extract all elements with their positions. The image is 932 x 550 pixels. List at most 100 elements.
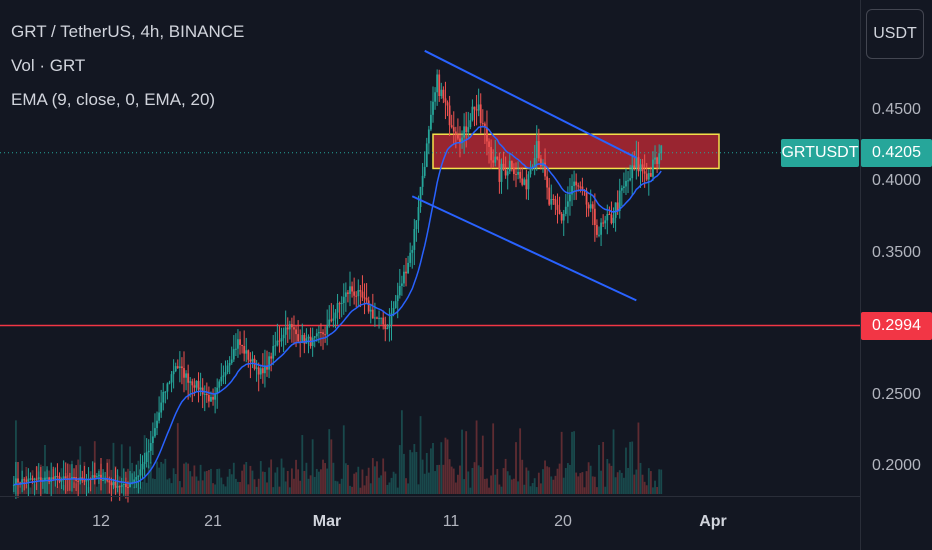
- y-tick-label: 0.4500: [872, 101, 921, 118]
- volume-bar: [330, 439, 333, 494]
- volume-bar: [355, 472, 358, 494]
- candle: [571, 185, 573, 195]
- candle: [384, 324, 387, 330]
- candle: [274, 345, 277, 347]
- symbol-legend[interactable]: GRT / TetherUS, 4h, BINANCE: [11, 22, 245, 41]
- volume-bar: [380, 475, 383, 494]
- candle: [85, 480, 88, 482]
- volume-bar: [562, 477, 565, 494]
- horizontal-line-price-tag: 0.2994: [861, 312, 932, 340]
- candle: [463, 126, 466, 138]
- volume-bar: [218, 468, 221, 494]
- candle: [529, 167, 532, 175]
- volume-bar: [210, 468, 212, 494]
- volume-bar: [382, 458, 385, 494]
- volume-bar: [37, 471, 40, 494]
- candle: [31, 478, 34, 480]
- candle: [654, 157, 656, 160]
- volume-bar: [361, 469, 364, 494]
- volume-bar: [479, 467, 482, 494]
- candle: [488, 141, 490, 147]
- volume-bar: [139, 487, 142, 494]
- candle: [398, 285, 401, 296]
- volume-bar: [174, 473, 177, 494]
- volume-bar: [477, 465, 480, 494]
- volume-bar: [490, 475, 492, 494]
- candle: [546, 176, 549, 188]
- volume-bar: [407, 483, 409, 494]
- candle: [564, 206, 567, 214]
- candle: [270, 356, 273, 359]
- candle: [427, 129, 430, 144]
- volume-bar: [145, 482, 148, 494]
- volume-bar: [378, 477, 380, 494]
- volume-bar: [475, 420, 478, 494]
- volume-bar: [552, 479, 555, 494]
- candle: [347, 292, 349, 294]
- volume-bar: [195, 476, 198, 494]
- volume-bar: [537, 472, 540, 494]
- volume-bar: [224, 486, 227, 494]
- candle: [432, 101, 434, 115]
- candle: [259, 368, 262, 375]
- volume-bar: [544, 460, 546, 494]
- volume-bar: [643, 481, 646, 494]
- volume-bar: [392, 471, 395, 494]
- candle: [604, 220, 607, 224]
- candle: [185, 373, 187, 378]
- candle: [191, 381, 194, 386]
- candle: [637, 157, 640, 172]
- candle: [241, 344, 243, 346]
- volume-bar: [515, 442, 517, 494]
- candle: [600, 222, 602, 235]
- candle: [278, 340, 281, 342]
- volume-bar: [307, 478, 310, 494]
- candle: [170, 374, 173, 383]
- candle: [587, 204, 590, 209]
- candle: [496, 156, 499, 160]
- candle: [658, 153, 661, 164]
- candle: [52, 477, 55, 479]
- y-tick-label: 0.2000: [872, 457, 921, 474]
- y-tick-label: 0.3500: [872, 244, 921, 261]
- volume-bar: [608, 463, 611, 494]
- currency-button[interactable]: USDT: [866, 9, 924, 59]
- candle: [19, 482, 21, 484]
- ema-legend[interactable]: EMA (9, close, 0, EMA, 20): [11, 90, 216, 109]
- candle: [91, 475, 94, 480]
- candle: [21, 479, 24, 483]
- volume-bar: [336, 481, 339, 494]
- volume-bar: [162, 463, 165, 494]
- volume-bar: [444, 437, 447, 494]
- volume-bar: [610, 465, 613, 494]
- candle: [585, 190, 588, 205]
- volume-bar: [278, 486, 281, 494]
- candle: [208, 395, 210, 402]
- candle: [459, 138, 461, 144]
- volume-bar: [274, 472, 277, 494]
- candle: [467, 127, 470, 133]
- candle: [544, 162, 546, 177]
- candle: [195, 380, 198, 388]
- candle: [598, 234, 600, 236]
- candle: [409, 252, 412, 263]
- candle: [523, 179, 526, 185]
- volume-bar: [270, 459, 273, 494]
- volume-legend[interactable]: Vol · GRT: [11, 56, 86, 75]
- volume-bar: [459, 465, 461, 494]
- candle: [616, 202, 619, 211]
- volume-bar: [513, 478, 515, 494]
- volume-bar: [77, 459, 80, 494]
- candle: [282, 334, 285, 339]
- volume-bar: [633, 474, 636, 494]
- candle: [149, 443, 152, 451]
- volume-bar: [317, 471, 320, 494]
- volume-bar: [434, 471, 436, 494]
- volume-bar: [602, 441, 605, 494]
- candle: [133, 479, 136, 483]
- volume-bar: [417, 484, 420, 494]
- candle: [465, 126, 468, 133]
- volume-bar: [425, 452, 428, 494]
- volume-bar: [390, 477, 393, 494]
